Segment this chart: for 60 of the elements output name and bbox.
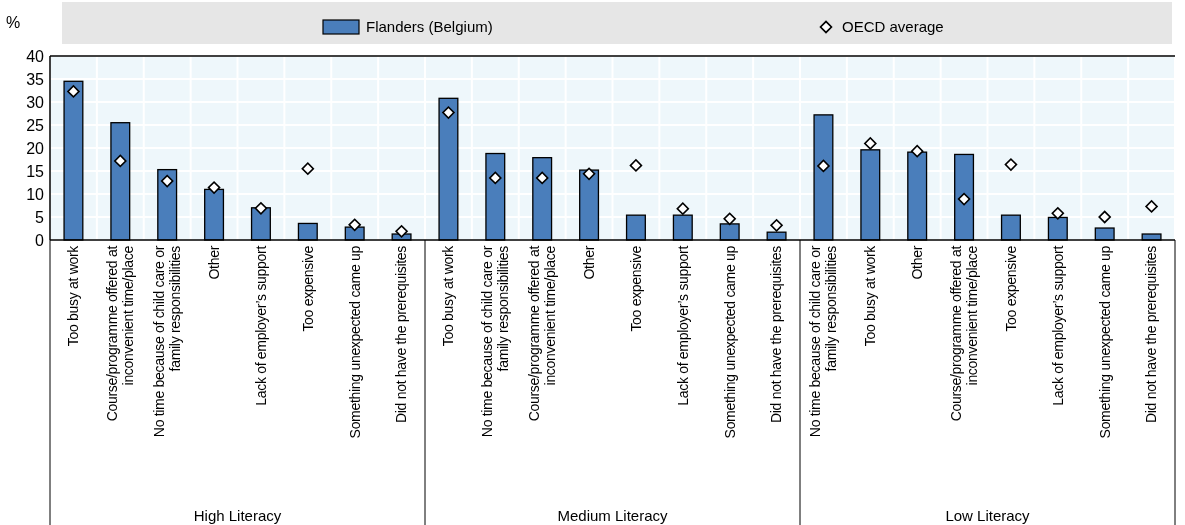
x-tick-label: Did not have the prerequisites <box>768 245 785 423</box>
x-tick-label: No time because of child care or family responsibilities <box>479 245 512 438</box>
x-tick-label: Other <box>580 245 597 280</box>
y-tick-label: 20 <box>26 139 45 157</box>
point <box>160 174 174 188</box>
y-tick-label: 15 <box>26 162 45 180</box>
y-tick-label: 35 <box>26 70 45 88</box>
point <box>723 212 736 226</box>
text: Low Literacy <box>945 507 1031 524</box>
x-tick-label: Too expensive <box>1002 245 1019 332</box>
point <box>957 192 971 206</box>
point <box>629 159 643 172</box>
x-tick-label: Something unexpected came up <box>721 245 738 439</box>
text: High Literacy <box>193 507 282 524</box>
point <box>395 224 408 238</box>
point <box>67 85 80 98</box>
x-tick-label: Did not have the prerequisites <box>393 245 410 423</box>
x-tick-label: Other <box>205 245 222 280</box>
point <box>1004 158 1018 171</box>
x-tick-label: Too busy at work <box>65 244 82 347</box>
x-tick-label: Lack of employer’s support <box>1049 245 1066 406</box>
x-tick-label: Too busy at work <box>862 244 879 347</box>
point <box>442 106 455 119</box>
point <box>910 144 924 158</box>
point <box>348 218 361 232</box>
point <box>1145 200 1158 213</box>
x-tick-label: Something unexpected came up <box>1096 245 1113 439</box>
point <box>254 201 268 215</box>
x-tick-label: Other <box>909 245 926 280</box>
point <box>207 181 221 194</box>
x-tick-label: Lack of employer’s support <box>674 245 691 406</box>
y-axis-title: % <box>6 14 21 31</box>
point <box>676 202 690 216</box>
y-tick-label: 5 <box>35 208 45 226</box>
legend-label: Flanders (Belgium) <box>366 18 493 35</box>
y-tick-label: 10 <box>26 185 45 203</box>
x-tick-label: Lack of employer’s support <box>252 245 269 406</box>
point <box>770 218 783 232</box>
x-tick-label: Something unexpected came up <box>346 245 363 439</box>
point <box>582 167 596 181</box>
y-tick-label: 0 <box>35 231 45 249</box>
y-tick-label: 25 <box>26 116 45 134</box>
point <box>301 162 315 175</box>
y-tick-label: 30 <box>26 93 45 111</box>
point <box>535 171 549 185</box>
legend-label: OECD average <box>842 18 944 35</box>
x-tick-label: Too expensive <box>627 245 644 332</box>
x-tick-label: Too expensive <box>299 245 316 332</box>
point <box>489 171 502 185</box>
x-tick-label: Too busy at work <box>440 244 457 347</box>
point <box>114 154 127 168</box>
x-tick-label: No time because of child care or family responsibilities <box>807 245 840 438</box>
x-tick-label: Course/programme offered at inconvenient time/place <box>104 245 137 422</box>
text: Medium Literacy <box>557 507 669 524</box>
y-tick-label: 40 <box>26 47 45 65</box>
point <box>1051 207 1065 220</box>
point <box>1098 210 1111 224</box>
point <box>864 137 877 150</box>
x-tick-label: Did not have the prerequisites <box>1143 245 1160 423</box>
point <box>817 159 830 173</box>
